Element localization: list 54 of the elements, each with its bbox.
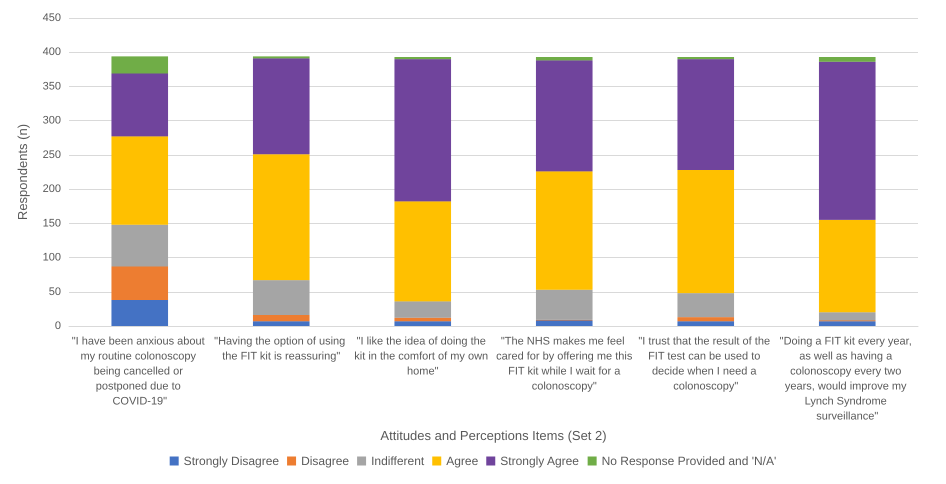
bar (536, 320, 593, 326)
x-axis-title: Attitudes and Perceptions Items (Set 2) (380, 428, 607, 443)
bar (677, 59, 734, 170)
bar (677, 170, 734, 294)
x-tick-label: "I trust that the result of the FIT test can be used to decide when I need a colonoscopy" (638, 336, 774, 392)
bar (111, 56, 168, 74)
y-tick-label: 400 (42, 46, 61, 58)
bar (536, 60, 593, 172)
y-tick-label: 300 (42, 114, 61, 127)
bar (536, 290, 593, 320)
legend-label: Strongly Disagree (184, 454, 280, 468)
bar (252, 315, 310, 322)
bar (252, 321, 310, 326)
x-tick-label: "I have been anxious about my routine colonoscopy being cancelled or postponed due to COVID-19" (72, 336, 208, 408)
bar (111, 266, 168, 300)
bar (111, 73, 168, 136)
y-tick-label: 450 (42, 12, 61, 24)
legend-label: Indifferent (371, 454, 425, 468)
bar (394, 301, 452, 318)
bar (252, 280, 310, 316)
bar (252, 58, 310, 154)
bar (818, 57, 876, 62)
y-tick-label: 250 (42, 148, 61, 161)
y-tick-label: 100 (42, 252, 61, 264)
bar (818, 62, 876, 220)
y-tick-label: 150 (42, 217, 61, 230)
bar (536, 171, 593, 290)
legend-label: No Response Provided and 'N/A' (602, 454, 776, 468)
x-tick-label: "The NHS makes me feel cared for by offering me this FIT kit while I wait for a colonoscopy" (496, 336, 633, 392)
x-tick-label: "Doing a FIT kit every year, as well as having a colonoscopy every two years, would improve my Lynch Syndrome surveillance" (780, 336, 915, 422)
bar (818, 220, 876, 312)
bar (818, 321, 876, 326)
y-axis-title: Respondents (n) (15, 124, 30, 220)
x-tick-label: "I like the idea of doing the kit in the comfort of my own home" (354, 336, 492, 378)
y-tick-label: 200 (42, 183, 61, 196)
bar (536, 57, 593, 60)
legend-label: Disagree (301, 454, 350, 468)
bar (818, 312, 876, 321)
bar (252, 154, 310, 280)
legend-label: Agree (446, 454, 479, 468)
bar (394, 321, 452, 326)
bar (394, 59, 452, 202)
bar (111, 300, 168, 326)
bar (677, 293, 734, 318)
legend-label: Strongly Agree (500, 454, 580, 468)
bar (394, 201, 452, 302)
x-tick-label: "Having the option of using the FIT kit is reassuring" (214, 336, 348, 362)
bar (111, 136, 168, 225)
bar (677, 321, 734, 326)
y-tick-label: 50 (48, 286, 61, 298)
bar (111, 224, 168, 266)
y-tick-label: 350 (42, 80, 61, 92)
bar (677, 317, 734, 322)
y-tick-label: 0 (54, 320, 61, 332)
